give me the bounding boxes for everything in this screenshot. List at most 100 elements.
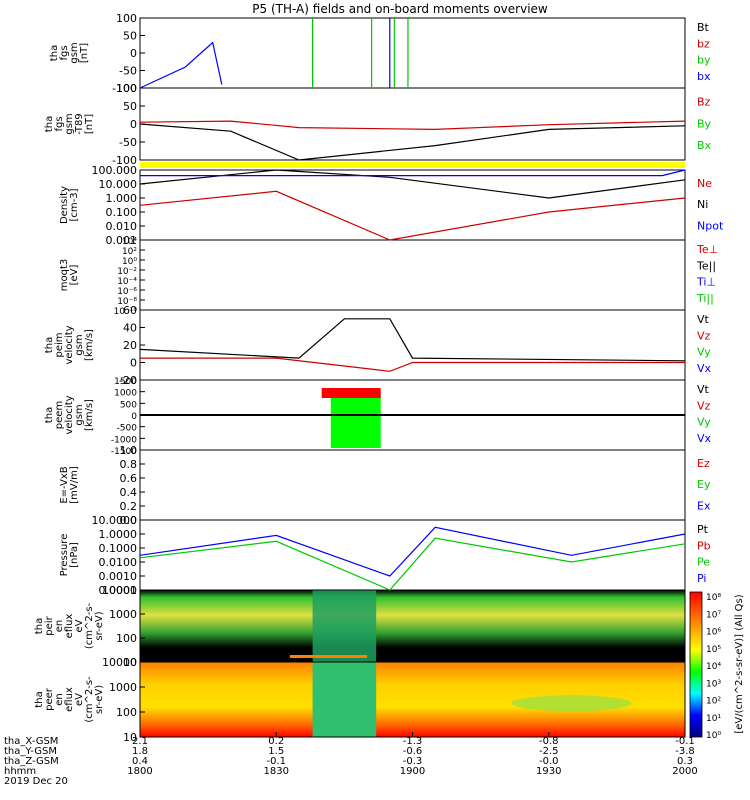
y-tick-label: 10⁴ xyxy=(122,237,137,247)
y-tick-label: 1000 xyxy=(114,389,137,399)
panel-fgs_gsm: 100 50 0 -50 -100 tha fgs gsm [nT] Bt bz by bx xyxy=(49,12,711,95)
y-tick-label: 10 xyxy=(123,731,137,744)
y-axis-label: [eV] xyxy=(69,265,80,286)
x-axis-value: -0.3 xyxy=(403,756,423,767)
y-tick-label: 1.000 xyxy=(106,192,138,205)
y-axis-label: [km/s] xyxy=(84,329,95,361)
y-axis-label: tha xyxy=(49,45,60,61)
panel-peim_vel: 60 40 20 0 -20 tha peim velocity gsm [km/s] Vt Vz Vy… xyxy=(44,304,712,387)
y-axis-label: [km/s] xyxy=(84,399,95,431)
x-axis-value: 1830 xyxy=(264,766,289,777)
y-tick-label: 60 xyxy=(123,304,137,317)
legend-entry: Pe xyxy=(697,556,710,569)
x-axis-value: 0.4 xyxy=(132,756,148,767)
x-axis-value: -3.8 xyxy=(675,746,695,757)
x-axis-value: -0.1 xyxy=(675,736,695,747)
colorbar: 10⁸ 10⁷ 10⁶ 10⁵ 10⁴ 10³ 10² 10¹ 10⁰ [eV/(cm^2-s-… xyxy=(689,591,745,741)
y-axis-label: E=-VxB xyxy=(59,466,70,503)
peir-spectrogram xyxy=(140,590,685,662)
y-axis-label: peer xyxy=(44,687,55,711)
y-tick-label: 100 xyxy=(116,706,137,719)
x-axis-value: 2000 xyxy=(672,766,697,777)
y-tick-label: 20 xyxy=(123,339,137,352)
y-axis-label: [nT] xyxy=(84,114,95,134)
legend-entry: Pt xyxy=(697,523,709,536)
panel-efield: 1.00.80.60.40.20.0 E=-VxB [mV/m] Ez Ey Ex xyxy=(59,444,711,527)
y-tick-label: 10⁰ xyxy=(122,257,137,267)
colorbar-tick: 10¹ xyxy=(706,714,721,724)
y-axis-label: tha xyxy=(44,407,55,423)
legend-entry: Vt xyxy=(697,313,710,326)
y-tick-label: 0.6 xyxy=(120,472,138,485)
peem-noise xyxy=(140,388,685,448)
legend-entry: Ti|| xyxy=(696,292,714,305)
colorbar-tick: 10⁴ xyxy=(706,662,721,672)
y-tick-label: 10000 xyxy=(102,584,137,597)
legend-entry: Pb xyxy=(697,539,711,552)
y-tick-label: 0 xyxy=(130,47,137,60)
y-tick-label: 1500 xyxy=(114,377,137,387)
peem-vz-burst xyxy=(321,388,381,398)
y-tick-label: 50 xyxy=(123,100,137,113)
y-tick-label: 100.000 xyxy=(92,164,138,177)
y-axis-label: [mV/m] xyxy=(69,466,80,504)
panel-frame xyxy=(139,17,686,89)
colorbar-tick: 10⁷ xyxy=(706,610,721,620)
y-axis-label: peim xyxy=(54,332,65,357)
y-tick-label: 10⁻² xyxy=(117,267,137,277)
legend-entry: Te|| xyxy=(696,259,716,272)
y-tick-label: 0.0 xyxy=(120,514,138,527)
peir-orange-band xyxy=(289,655,368,658)
y-axis-label: gsm xyxy=(64,113,75,134)
legend-entry: Vy xyxy=(697,416,711,429)
legend-entry: by xyxy=(697,54,711,67)
x-axis-value: 0.2 xyxy=(268,736,284,747)
series-line-Vz xyxy=(140,357,685,372)
y-tick-label: 0.2 xyxy=(120,500,138,513)
y-axis-label: peem xyxy=(54,401,65,429)
y-tick-label: 10000 xyxy=(102,656,137,669)
y-tick-label: 1.0 xyxy=(120,444,138,457)
peir-spectrogram-gap xyxy=(312,590,377,662)
legend-entry: Ni xyxy=(697,198,708,211)
y-tick-label: 500 xyxy=(120,400,137,410)
y-tick-label: 10.0000 xyxy=(92,514,138,527)
y-axis-label: tha xyxy=(34,618,45,634)
y-axis-label: peir xyxy=(44,615,55,635)
colorbar-tick: 10² xyxy=(706,697,721,707)
x-axis-row-label: hhmm xyxy=(4,766,36,777)
x-axis-value: -0.1 xyxy=(266,756,286,767)
y-axis-label: sr-eV) xyxy=(94,685,105,714)
y-tick-label: 1.0000 xyxy=(99,528,138,541)
y-axis-label: [cm-3] xyxy=(69,188,80,221)
legend-entry: bz xyxy=(697,37,710,50)
y-axis-label: Density xyxy=(59,186,70,224)
panel-frame xyxy=(139,519,686,591)
x-axis-value: 1800 xyxy=(127,766,152,777)
y-tick-label: 100 xyxy=(116,82,137,95)
x-axis-row-label: 2019 Dec 20 xyxy=(4,776,68,787)
y-tick-label: -50 xyxy=(119,65,137,78)
panel-frame xyxy=(139,239,686,311)
series-line-Ne xyxy=(139,190,686,241)
legend-entry: Ez xyxy=(697,457,710,470)
x-axis-value: 2.1 xyxy=(132,736,148,747)
colorbar-label: [eV/(cm^2-s-sr-eV)] (All Qs) xyxy=(734,594,745,733)
y-axis-label: (cm^2-s- xyxy=(84,676,95,723)
legend-entry: Ey xyxy=(697,478,711,491)
series-line-bx xyxy=(139,41,223,89)
legend-entry: Bt xyxy=(697,21,710,34)
y-tick-label: 10 xyxy=(123,656,137,669)
y-axis-label: [nPa] xyxy=(69,542,80,568)
y-axis-label: tha xyxy=(44,116,55,132)
legend-entry: Te⊥ xyxy=(696,243,718,256)
y-axis-label: en xyxy=(54,693,65,706)
y-tick-label: 0.0010 xyxy=(99,570,138,583)
colorbar-tick: 10⁰ xyxy=(706,731,721,741)
series-line-Npot xyxy=(140,169,686,177)
legend-entry: Bx xyxy=(697,139,712,152)
